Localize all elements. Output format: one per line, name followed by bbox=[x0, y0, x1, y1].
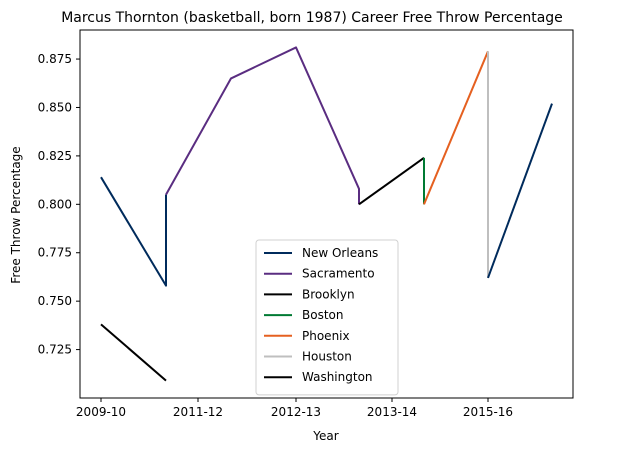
y-tick-label: 0.725 bbox=[38, 343, 72, 357]
legend-label: Washington bbox=[302, 370, 373, 384]
x-tick-label: 2012-13 bbox=[271, 405, 321, 419]
legend-label: New Orleans bbox=[302, 246, 378, 260]
legend-label: Brooklyn bbox=[302, 287, 355, 301]
y-tick-label: 0.850 bbox=[38, 100, 72, 114]
series-line-2 bbox=[359, 158, 424, 204]
y-tick-label: 0.800 bbox=[38, 197, 72, 211]
series-line-1 bbox=[166, 47, 359, 204]
x-ticks: 2009-10 2011-12 2012-13 2013-14 2015-16 bbox=[76, 398, 513, 419]
x-tick-label: 2011-12 bbox=[173, 405, 223, 419]
y-tick-label: 0.775 bbox=[38, 246, 72, 260]
x-tick-label: 2013-14 bbox=[367, 405, 417, 419]
series-line-0 bbox=[101, 177, 166, 285]
chart-title: Marcus Thornton (basketball, born 1987) … bbox=[61, 10, 563, 26]
legend-label: Houston bbox=[302, 350, 352, 364]
legend-label: Boston bbox=[302, 308, 343, 322]
y-tick-label: 0.750 bbox=[38, 294, 72, 308]
y-ticks: 0.725 0.750 0.775 0.800 0.825 0.850 0.875 bbox=[38, 52, 80, 357]
series-line-6 bbox=[488, 104, 552, 278]
legend: New Orleans Sacramento Brooklyn Boston Phoen… bbox=[256, 240, 398, 395]
x-tick-label: 2009-10 bbox=[76, 405, 126, 419]
x-axis-label: Year bbox=[312, 429, 338, 443]
y-tick-label: 0.875 bbox=[38, 52, 72, 66]
legend-label: Phoenix bbox=[302, 329, 350, 343]
x-tick-label: 2015-16 bbox=[463, 405, 513, 419]
series-line-7 bbox=[101, 324, 166, 380]
legend-label: Sacramento bbox=[302, 267, 375, 281]
series-line-4 bbox=[424, 51, 488, 204]
y-tick-label: 0.825 bbox=[38, 149, 72, 163]
y-axis-label: Free Throw Percentage bbox=[9, 146, 23, 283]
